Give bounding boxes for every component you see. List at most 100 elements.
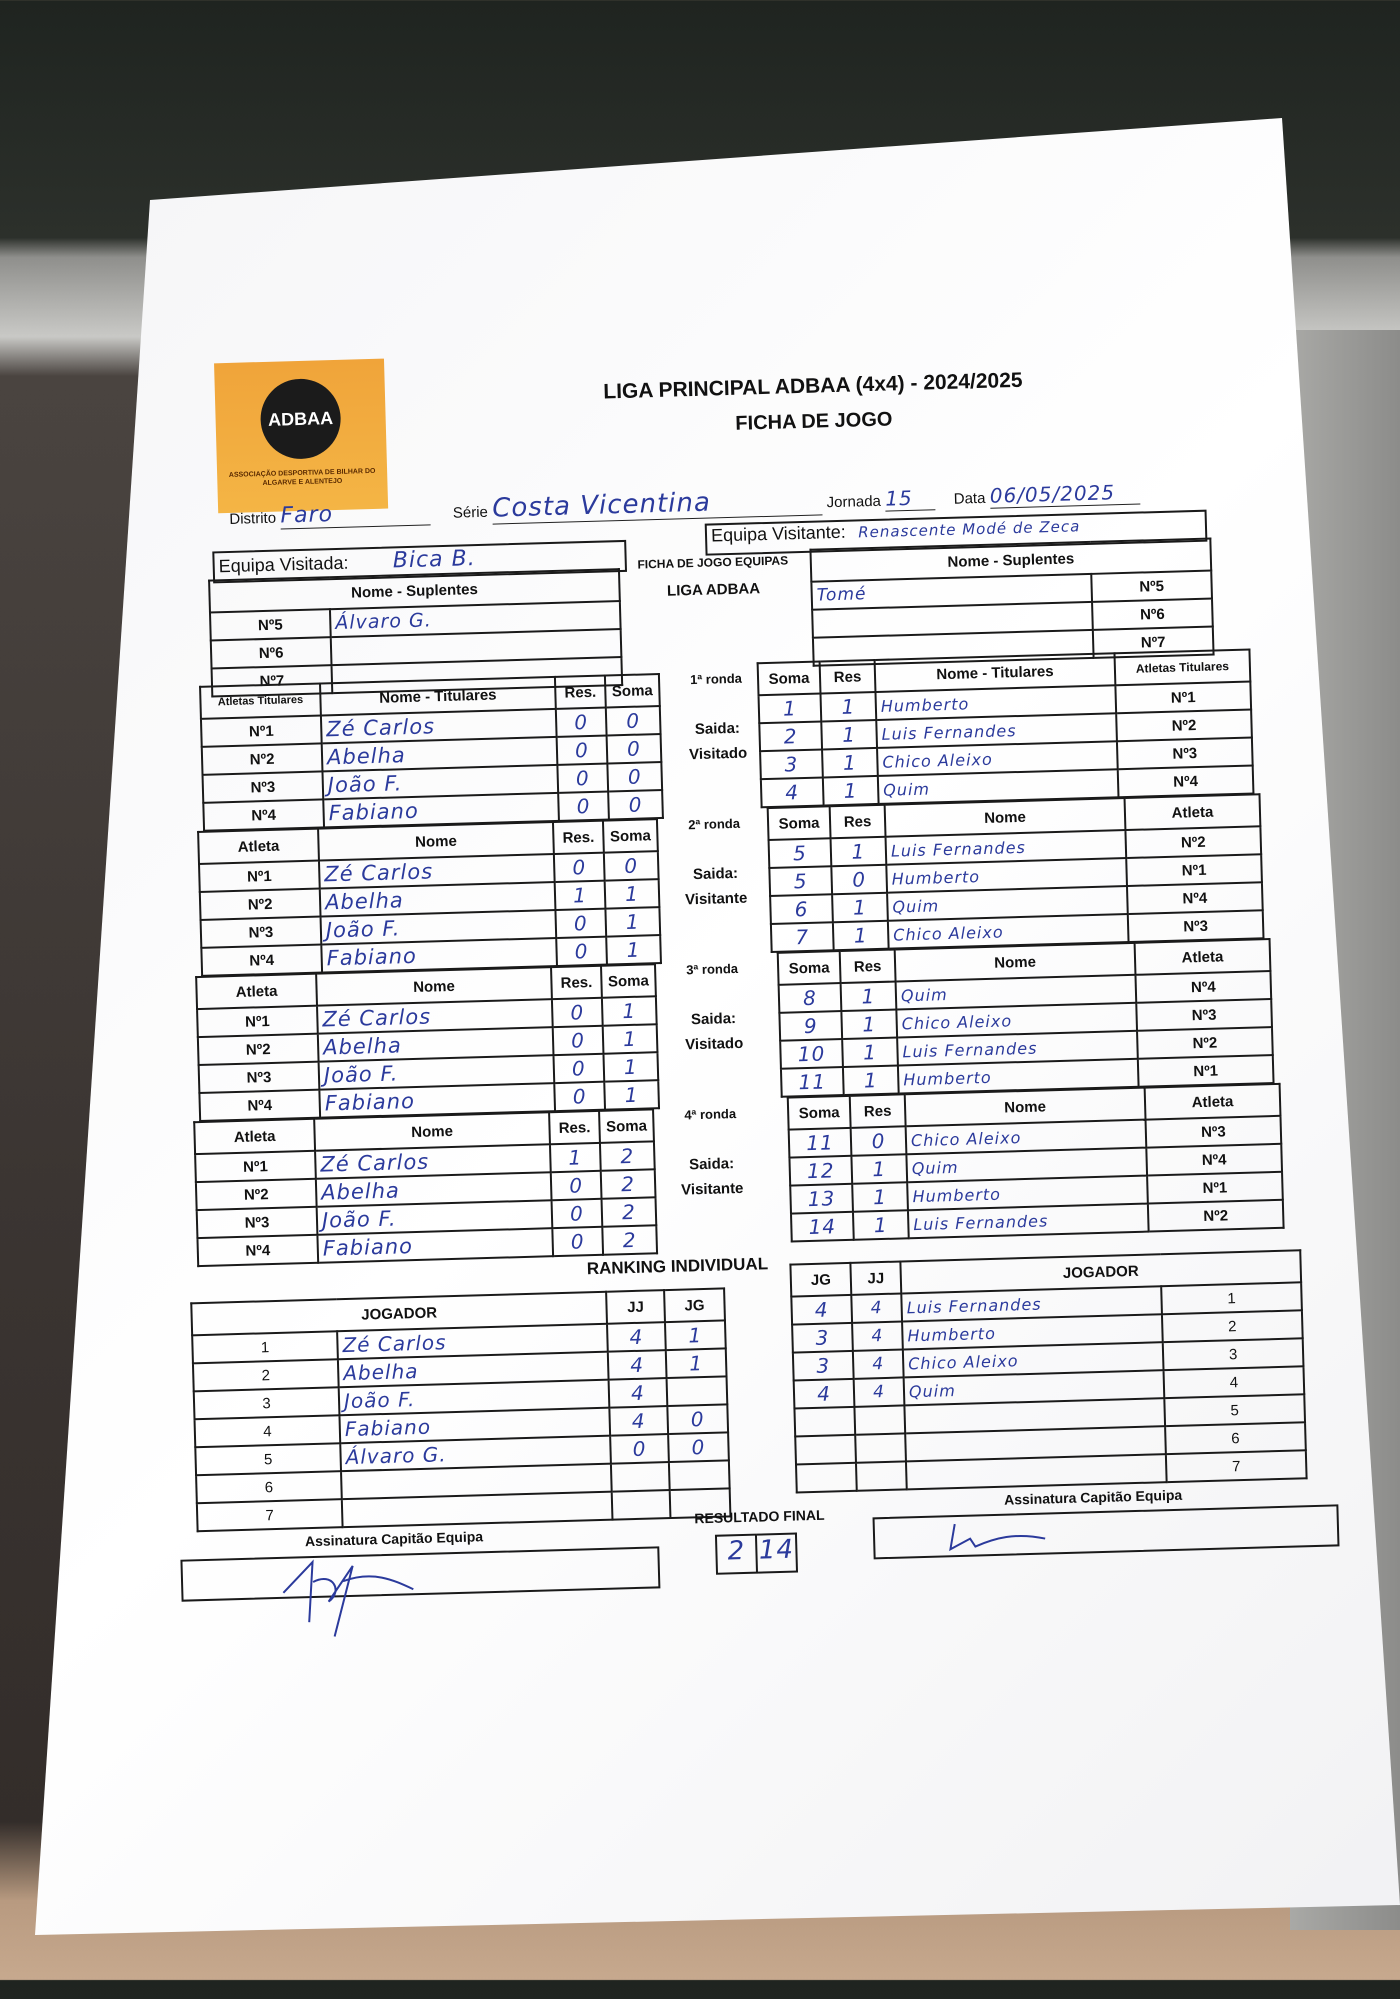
player-name[interactable]: Luis Fernandes xyxy=(907,1203,1149,1239)
sum-value[interactable]: 8 xyxy=(778,983,842,1013)
games-played[interactable]: 4 xyxy=(607,1322,666,1352)
result-value[interactable]: 1 xyxy=(822,747,878,778)
sum-value[interactable]: 10 xyxy=(780,1039,843,1069)
sum-value[interactable]: 1 xyxy=(604,879,660,909)
signature-box-away[interactable] xyxy=(872,1504,1340,1560)
result-value[interactable]: 1 xyxy=(821,719,878,750)
result-away[interactable]: 14 xyxy=(756,1532,799,1574)
signature-box-home[interactable] xyxy=(180,1546,661,1637)
sum-value[interactable]: 2 xyxy=(602,1225,658,1255)
result-value[interactable]: 0 xyxy=(551,1198,603,1229)
games-played[interactable]: 4 xyxy=(852,1321,903,1351)
sum-value[interactable]: 5 xyxy=(769,866,833,897)
sum-value[interactable]: 2 xyxy=(759,721,823,752)
games-won[interactable]: 0 xyxy=(667,1404,729,1435)
result-value[interactable]: 1 xyxy=(554,880,606,911)
result-value[interactable]: 0 xyxy=(557,763,609,793)
sum-value[interactable]: 12 xyxy=(789,1155,853,1186)
sum-value[interactable]: 1 xyxy=(604,1080,660,1110)
result-home[interactable]: 2 xyxy=(714,1533,759,1575)
result-value[interactable]: 0 xyxy=(831,864,888,895)
sum-value[interactable]: 2 xyxy=(599,1141,655,1171)
sum-value[interactable]: 1 xyxy=(605,907,661,937)
serie-value[interactable]: Costa Vicentina xyxy=(491,484,823,525)
games-played[interactable]: 4 xyxy=(852,1349,904,1379)
sum-value[interactable]: 2 xyxy=(600,1169,656,1199)
result-value[interactable]: 1 xyxy=(842,1037,898,1068)
games-won[interactable]: 4 xyxy=(791,1294,853,1325)
result-value[interactable]: 0 xyxy=(556,735,608,765)
sum-value[interactable]: 3 xyxy=(760,749,823,780)
sum-value[interactable]: 1 xyxy=(758,693,822,724)
sum-value[interactable]: 1 xyxy=(603,1052,659,1082)
games-won[interactable] xyxy=(666,1376,728,1407)
sum-value[interactable]: 0 xyxy=(605,706,661,736)
result-value[interactable]: 0 xyxy=(552,1025,604,1056)
result-value[interactable]: 1 xyxy=(841,1009,898,1040)
sum-value[interactable]: 9 xyxy=(779,1011,843,1041)
sum-value[interactable]: 13 xyxy=(790,1183,853,1214)
equipa-visitada-value[interactable]: Bica B. xyxy=(392,546,477,574)
result-value[interactable]: 0 xyxy=(553,1053,605,1084)
data-value[interactable]: 06/05/2025 xyxy=(989,479,1141,509)
player-name[interactable] xyxy=(905,1454,1167,1490)
sum-value[interactable]: 4 xyxy=(760,777,824,808)
games-played[interactable] xyxy=(855,1461,907,1491)
sum-value[interactable]: 0 xyxy=(606,733,662,764)
sum-value[interactable]: 5 xyxy=(768,838,832,869)
result-value[interactable]: 0 xyxy=(556,936,607,966)
games-played[interactable]: 4 xyxy=(853,1377,905,1407)
sum-value[interactable]: 0 xyxy=(607,761,663,792)
games-won[interactable] xyxy=(668,1460,730,1491)
result-value[interactable]: 1 xyxy=(820,691,877,722)
games-won[interactable] xyxy=(796,1462,857,1493)
sum-value[interactable]: 6 xyxy=(770,894,833,924)
distrito-value[interactable]: Faro xyxy=(280,499,431,530)
result-value[interactable]: 1 xyxy=(851,1154,908,1184)
result-value[interactable]: 1 xyxy=(852,1182,908,1212)
result-value[interactable]: 0 xyxy=(558,791,609,821)
games-won[interactable]: 3 xyxy=(792,1350,854,1381)
result-value[interactable]: 1 xyxy=(842,1065,899,1096)
games-won[interactable] xyxy=(794,1406,856,1437)
sum-value[interactable]: 2 xyxy=(601,1197,657,1227)
sum-value[interactable]: 11 xyxy=(788,1127,852,1158)
result-value[interactable]: 1 xyxy=(840,981,897,1012)
sum-value[interactable]: 14 xyxy=(790,1211,854,1242)
sum-value[interactable]: 7 xyxy=(770,922,834,952)
result-value[interactable]: 0 xyxy=(551,997,603,1028)
result-value[interactable]: 1 xyxy=(822,775,879,806)
equipa-visitante-value[interactable]: Renascente Modé de Zeca xyxy=(857,517,1081,542)
result-value[interactable]: 1 xyxy=(830,836,887,867)
games-played[interactable] xyxy=(854,1405,906,1435)
sum-value[interactable]: 1 xyxy=(606,935,661,965)
result-value[interactable]: 0 xyxy=(555,707,607,737)
result-value[interactable]: 0 xyxy=(550,1170,602,1201)
games-won[interactable]: 3 xyxy=(792,1322,853,1353)
games-won[interactable]: 1 xyxy=(664,1320,726,1351)
games-played[interactable]: 4 xyxy=(851,1293,903,1323)
result-value[interactable]: 1 xyxy=(852,1210,909,1240)
player-name[interactable]: Fabiano xyxy=(317,1228,554,1263)
result-value[interactable]: 1 xyxy=(832,892,888,923)
result-value[interactable]: 1 xyxy=(832,920,889,951)
games-played[interactable]: 4 xyxy=(608,1378,668,1408)
games-played[interactable] xyxy=(611,1490,671,1520)
games-won[interactable]: 4 xyxy=(793,1378,855,1409)
result-value[interactable]: 0 xyxy=(850,1126,907,1156)
games-won[interactable] xyxy=(795,1434,856,1465)
result-value[interactable]: 0 xyxy=(555,908,607,938)
games-played[interactable]: 4 xyxy=(607,1350,667,1380)
games-played[interactable]: 4 xyxy=(609,1406,669,1436)
result-value[interactable]: 0 xyxy=(553,852,605,883)
result-value[interactable]: 1 xyxy=(549,1142,601,1173)
games-played[interactable] xyxy=(855,1433,906,1463)
games-played[interactable]: 0 xyxy=(610,1434,669,1464)
sum-value[interactable]: 1 xyxy=(601,996,657,1026)
jornada-value[interactable]: 15 xyxy=(884,485,936,512)
sum-value[interactable]: 0 xyxy=(608,789,663,820)
sum-value[interactable]: 1 xyxy=(602,1024,658,1054)
result-value[interactable]: 0 xyxy=(552,1226,604,1257)
games-played[interactable] xyxy=(610,1462,670,1492)
result-value[interactable]: 0 xyxy=(554,1081,606,1112)
